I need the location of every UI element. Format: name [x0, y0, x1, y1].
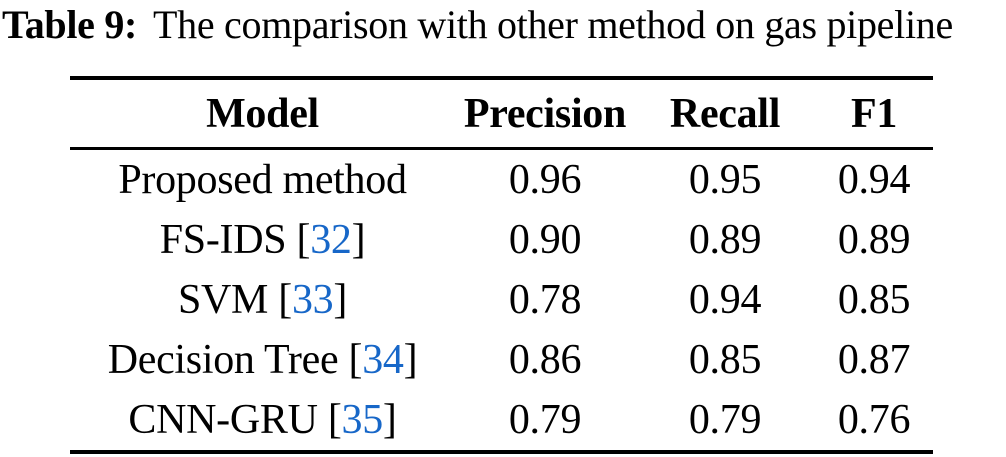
citation-link[interactable]: 32: [310, 217, 352, 263]
model-cell: Decision Tree [34]: [107, 337, 418, 383]
recall-cell: 0.94: [688, 277, 762, 323]
citation-link[interactable]: 33: [291, 277, 334, 323]
table-body: Proposed method 0.96 0.95 0.94 FS-IDS [32] 0.…: [70, 149, 933, 452]
column-header-f1: F1: [850, 90, 898, 137]
precision-cell: 0.96: [508, 157, 582, 203]
f1-cell: 0.76: [837, 397, 911, 443]
model-cell: CNN-GRU [35]: [128, 397, 397, 443]
precision-cell: 0.90: [508, 217, 582, 263]
precision-cell: 0.79: [508, 397, 582, 443]
table-caption-label: Table 9:: [2, 2, 138, 47]
table-caption: Table 9: The comparison with other method…: [0, 0, 1006, 48]
table-caption-text: The comparison with other method on gas …: [153, 2, 953, 47]
column-header-model: Model: [206, 90, 319, 137]
citation-link[interactable]: 34: [362, 337, 404, 383]
model-cell: SVM [33]: [177, 277, 348, 323]
column-header-precision: Precision: [463, 90, 627, 137]
table-row: SVM [33] 0.78 0.94 0.85: [70, 270, 933, 330]
table-row: CNN-GRU [35] 0.79 0.79 0.76: [70, 390, 933, 452]
precision-cell: 0.78: [508, 277, 582, 323]
table-row: FS-IDS [32] 0.90 0.89 0.89: [70, 210, 933, 270]
table-row: Proposed method 0.96 0.95 0.94: [70, 149, 933, 211]
table-row: Decision Tree [34] 0.86 0.85 0.87: [70, 330, 933, 390]
column-header-recall: Recall: [669, 90, 781, 137]
precision-cell: 0.86: [508, 337, 582, 383]
f1-cell: 0.89: [837, 217, 911, 263]
citation-link[interactable]: 35: [341, 397, 384, 443]
model-cell: Proposed method: [118, 157, 407, 203]
model-cell: FS-IDS [32]: [159, 217, 366, 263]
recall-cell: 0.95: [688, 157, 762, 203]
recall-cell: 0.89: [688, 217, 762, 263]
f1-cell: 0.87: [837, 337, 911, 383]
f1-cell: 0.85: [837, 277, 911, 323]
header-row: Model Precision Recall F1: [70, 78, 933, 149]
recall-cell: 0.79: [688, 397, 762, 443]
recall-cell: 0.85: [688, 337, 762, 383]
comparison-table: Model Precision Recall F1 Proposed metho…: [70, 76, 933, 454]
f1-cell: 0.94: [837, 157, 911, 203]
